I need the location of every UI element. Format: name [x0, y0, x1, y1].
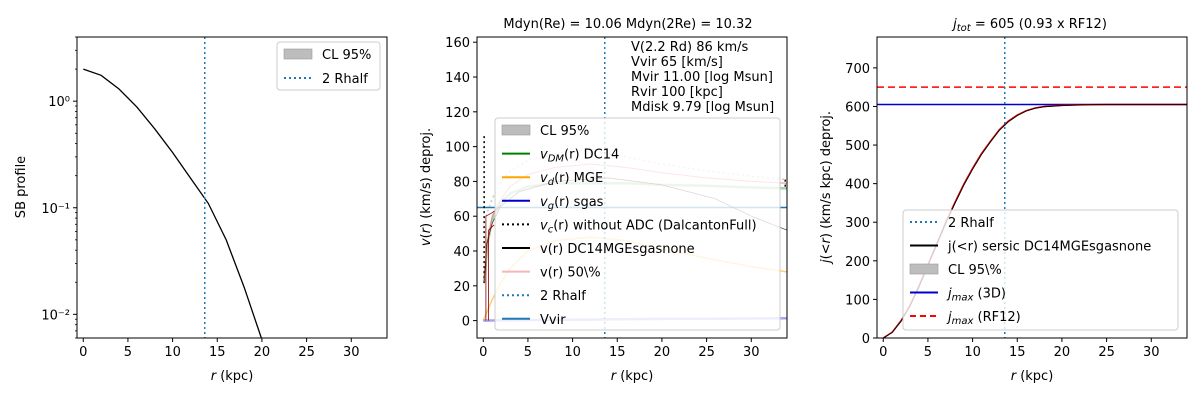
jtot-axes-frame: [876, 36, 1188, 339]
jtot-xtick-label: 25: [1098, 345, 1115, 360]
jtot-ytick-label: 400: [845, 178, 870, 193]
jtot-ylabel: j(<r) (km/s kpc) deproj.: [819, 111, 834, 265]
jtot-xtick-label: 0: [879, 345, 887, 360]
velocity-legend-label: vc(r) without ADC (DalcantonFull): [540, 218, 757, 235]
jtot-xtick-label: 20: [1054, 345, 1071, 360]
velocity-ytick-label: 20: [453, 280, 470, 295]
jtot-ytick-label: 100: [845, 293, 870, 308]
velocity-panel: Mdyn(Re) = 10.06 Mdyn(2Re) = 10.32 0 5 10 1…: [419, 17, 788, 384]
jtot-legend-label: 2 Rhalf: [948, 216, 994, 231]
jtot-ytick-label: 300: [845, 216, 870, 231]
jtot-ytick-label: 200: [845, 255, 870, 270]
velocity-ytick-label: 40: [453, 245, 470, 260]
sb-xtick-label: 30: [343, 345, 360, 360]
velocity-xtick-label: 15: [609, 345, 626, 360]
velocity-xtick-label: 5: [524, 345, 532, 360]
sb-series-sb: [83, 68, 263, 338]
sb-plot-area: 0 5 10 15 20 25 30 10⁻² 10⁻¹ 10⁰: [41, 36, 360, 360]
velocity-legend-swatch: [501, 124, 531, 136]
sb-ytick-label: 10⁻²: [41, 308, 70, 323]
jtot-legend-label: CL 95\%: [948, 263, 1002, 278]
jtot-ytick-label: 600: [845, 100, 870, 115]
velocity-xtick-label: 30: [743, 345, 760, 360]
velocity-info-line: Mdisk 9.79 [log Msun]: [631, 100, 774, 115]
velocity-ytick-label: 140: [445, 71, 470, 86]
jtot-legend-label: jmax (RF12): [946, 310, 1021, 327]
jtot-ytick-label: 500: [845, 139, 870, 154]
velocity-legend-label: CL 95%: [540, 124, 589, 139]
velocity-legend-label: vg(r) sgas: [540, 195, 604, 212]
sb-axes-frame: [76, 36, 388, 339]
jtot-title: jtot = 605 (0.93 x RF12): [951, 17, 1107, 34]
velocity-ytick-label: 60: [453, 210, 470, 225]
sb-xlabel: r (kpc): [211, 369, 254, 384]
velocity-info-line: V(2.2 Rd) 86 km/s: [631, 40, 749, 55]
sb-xtick-label: 10: [164, 345, 181, 360]
velocity-legend-label: 2 Rhalf: [540, 289, 586, 304]
velocity-legend-label: vd(r) MGE: [540, 171, 603, 188]
velocity-legend-label: Vvir: [540, 313, 566, 328]
velocity-xlabel: r (kpc): [611, 369, 654, 384]
sb-legend-swatch: [283, 48, 313, 60]
velocity-legend-label: v(r) 50\%: [540, 266, 601, 281]
sb-xtick-label: 20: [254, 345, 271, 360]
jtot-legend-label: jmax (3D): [946, 287, 1006, 304]
sb-series-group: [83, 37, 263, 338]
sb-ylabel: SB profile: [14, 156, 29, 218]
velocity-info-line: Vvir 65 [km/s]: [631, 55, 723, 70]
jtot-xtick-label: 5: [924, 345, 932, 360]
velocity-title: Mdyn(Re) = 10.06 Mdyn(2Re) = 10.32: [503, 17, 752, 32]
velocity-xtick-label: 10: [564, 345, 581, 360]
velocity-xtick-label: 20: [654, 345, 671, 360]
velocity-ytick-label: 80: [453, 175, 470, 190]
velocity-legend-label: v(r) DC14MGEsgasnone: [540, 242, 695, 257]
velocity-legend-label: vDM(r) DC14: [540, 148, 619, 165]
jtot-legend: 2 Rhalf j(<r) sersic DC14MGEsgasnone CL 95…: [902, 209, 1179, 331]
velocity-series-inner-2: [488, 224, 495, 321]
velocity-ytick-label: 0: [462, 315, 470, 330]
jtot-legend-swatch: [909, 263, 939, 275]
velocity-ytick-label: 120: [445, 106, 470, 121]
sb-legend-label: 2 Rhalf: [322, 72, 368, 87]
sb-xtick-label: 25: [298, 345, 315, 360]
jtot-ytick-label: 0: [862, 332, 870, 347]
sb-xtick-label: 0: [79, 345, 87, 360]
velocity-ylabel: v(r) (km/s) deproj.: [419, 128, 434, 246]
velocity-legend: CL 95% vDM(r) DC14 vd(r) MGE vg(r) sgas vc(r…: [494, 117, 781, 331]
jtot-legend-box: [902, 209, 1179, 331]
velocity-info-line: Rvir 100 [kpc]: [631, 85, 723, 100]
jtot-xlabel: r (kpc): [1011, 369, 1054, 384]
jtot-legend-label: j(<r) sersic DC14MGEsgasnone: [947, 240, 1151, 255]
velocity-ytick-label: 100: [445, 141, 470, 156]
sb-xtick-label: 15: [209, 345, 226, 360]
sb-ytick-label: 10⁻¹: [41, 202, 70, 217]
velocity-info-line: Mvir 11.00 [log Msun]: [631, 70, 773, 85]
jtot-ytick-label: 700: [845, 62, 870, 77]
velocity-legend-box: [494, 117, 781, 331]
sb-legend: CL 95% 2 Rhalf: [276, 41, 381, 91]
jtot-xtick-label: 30: [1143, 345, 1160, 360]
jtot-xtick-label: 15: [1009, 345, 1026, 360]
sb-ytick-label: 10⁰: [48, 95, 70, 110]
velocity-axes-frame: [476, 36, 788, 339]
sb-legend-label: CL 95%: [322, 48, 371, 63]
velocity-xtick-label: 25: [698, 345, 715, 360]
jtot-xtick-label: 10: [964, 345, 981, 360]
angular-momentum-panel: jtot = 605 (0.93 x RF12) 0 5 10 15 20 25 30010…: [819, 17, 1188, 384]
sb-profile-panel: 0 5 10 15 20 25 30 10⁻² 10⁻¹ 10⁰ r (kpc) SB profi…: [14, 36, 388, 384]
sb-xtick-label: 5: [124, 345, 132, 360]
velocity-ytick-label: 160: [445, 36, 470, 51]
velocity-xtick-label: 0: [479, 345, 487, 360]
